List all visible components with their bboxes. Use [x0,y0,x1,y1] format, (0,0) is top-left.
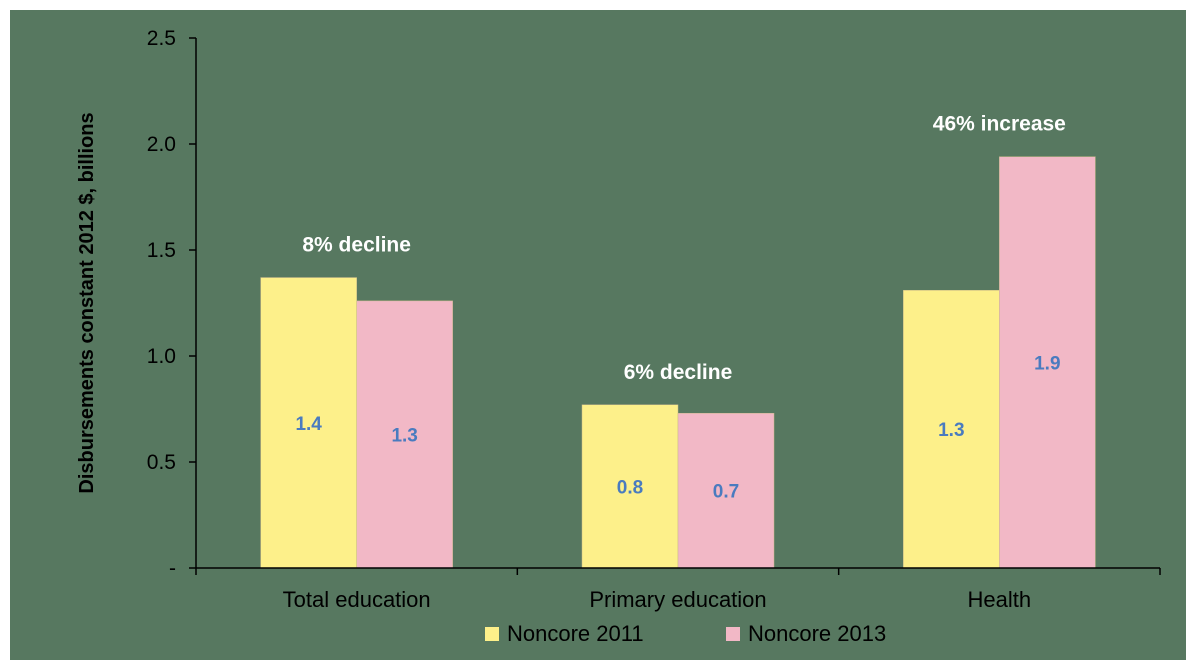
x-tick-label: Primary education [589,587,766,612]
y-tick-label: 2.5 [147,27,176,50]
legend-label: Noncore 2013 [748,621,886,646]
bar-noncore-2013-health [999,156,1096,569]
y-tick-label: 0.5 [147,451,176,474]
bar-noncore-2011-total-education [260,277,357,569]
y-tick-label: 2.0 [147,133,176,156]
change-annotation: 46% increase [933,113,1066,136]
change-annotation: 8% decline [302,234,411,257]
legend-swatch [485,627,499,641]
legend-swatch [726,627,740,641]
bar-noncore-2013-total-education [356,300,453,569]
bar-noncore-2013-primary-education [677,412,775,569]
data-label: 1.9 [1034,353,1060,374]
y-tick-label: 1.0 [147,345,176,368]
data-label: 1.3 [391,425,417,446]
legend-label: Noncore 2011 [507,621,644,646]
data-label: 1.3 [938,420,964,441]
change-annotation: 6% decline [624,361,733,384]
data-label: 0.8 [617,477,643,498]
y-tick-label: 1.5 [147,239,176,262]
x-tick-label: Total education [283,587,431,612]
bar-noncore-2011-primary-education [581,404,679,569]
y-tick-label: - [169,557,176,580]
x-tick-label: Health [968,587,1032,612]
data-label: 0.7 [713,482,739,503]
data-label: 1.4 [295,414,322,435]
y-axis-title: Disbursements constant 2012 $, billions [76,112,98,493]
